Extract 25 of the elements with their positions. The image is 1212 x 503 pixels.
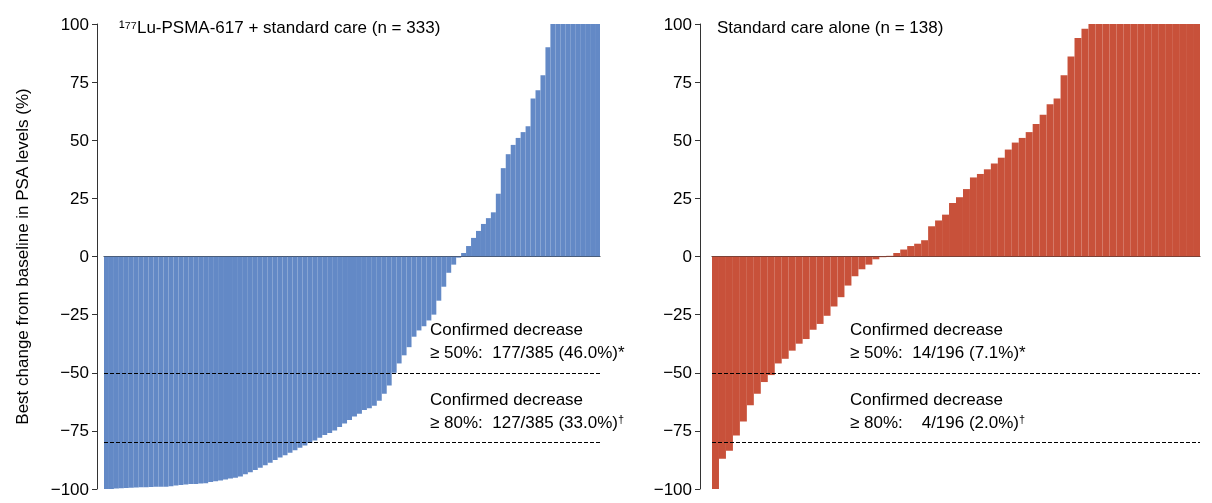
y-tick-label: −25 xyxy=(60,305,89,325)
y-tick-label: 0 xyxy=(79,247,89,266)
y-axis-title: Best change from baseline in PSA levels (%) xyxy=(13,88,32,425)
y-tick-label: 75 xyxy=(70,72,89,92)
y-tick-label: 100 xyxy=(60,14,89,34)
annotation: Confirmed decrease ≥ 80%: 127/385 (33.0%)† xyxy=(430,390,625,432)
y-tick-label: −25 xyxy=(663,305,692,325)
annotation: Confirmed decrease ≥ 80%: 4/196 (2.0%)† xyxy=(850,390,1026,432)
y-tick-label: 25 xyxy=(673,188,692,208)
y-tick-label: 100 xyxy=(663,14,692,34)
y-tick-label: 50 xyxy=(673,130,692,150)
y-tick-label: −75 xyxy=(60,421,89,441)
y-tick-label: −50 xyxy=(60,363,89,383)
chart-title: Standard care alone (n = 138) xyxy=(717,18,944,37)
y-tick-label: −50 xyxy=(663,363,692,383)
y-tick-label: 75 xyxy=(673,72,692,92)
chart-title: ¹⁷⁷Lu-PSMA-617 + standard care (n = 333) xyxy=(119,18,441,37)
y-tick-label: 50 xyxy=(70,130,89,150)
annotation: Confirmed decrease ≥ 50%: 14/196 (7.1%)* xyxy=(850,320,1027,362)
y-tick-label: 0 xyxy=(682,247,692,266)
y-tick-label: −100 xyxy=(653,479,692,499)
y-tick-label: −100 xyxy=(50,479,89,499)
annotation: Confirmed decrease ≥ 50%: 177/385 (46.0%)* xyxy=(430,320,625,362)
y-tick-label: 25 xyxy=(70,188,89,208)
y-tick-label: −75 xyxy=(663,421,692,441)
